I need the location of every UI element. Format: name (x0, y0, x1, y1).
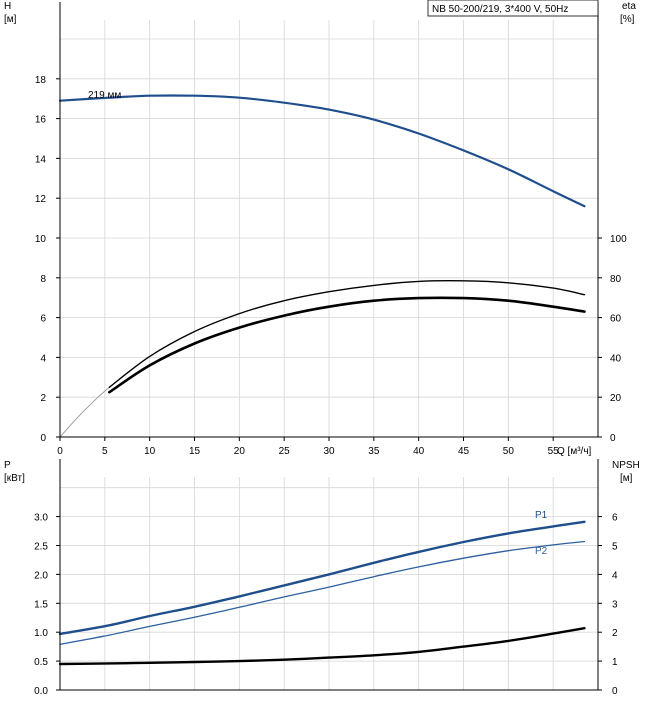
right-tick-label-top: 20 (610, 393, 622, 404)
left-axis-title-top: H (4, 1, 11, 12)
x-tick-label: 35 (368, 446, 380, 457)
left-tick-label-bottom: 1.5 (34, 599, 48, 610)
right-axis-title-top: eta (622, 1, 636, 12)
x-tick-label: 50 (503, 446, 515, 457)
right-tick-label-top: 40 (610, 353, 622, 364)
x-tick-label: 55 (548, 446, 560, 457)
right-tick-label-bottom: 3 (612, 599, 618, 610)
right-tick-label-top: 80 (610, 274, 622, 285)
x-tick-label: 10 (144, 446, 156, 457)
x-tick-label: 30 (323, 446, 335, 457)
series-npsh-curve (58, 627, 586, 666)
series-eta-extension (59, 386, 110, 438)
left-axis-unit-top: [м] (4, 14, 17, 25)
left-tick-label-bottom: 2.0 (34, 570, 48, 581)
right-tick-label-bottom: 5 (612, 542, 618, 553)
left-axis-title-bottom: P (4, 460, 11, 471)
left-tick-label-top: 2 (40, 393, 46, 404)
right-tick-label-top: 0 (610, 433, 616, 444)
left-tick-label-top: 8 (40, 274, 46, 285)
left-tick-label-top: 16 (35, 115, 47, 126)
grid-layer (59, 20, 599, 691)
left-tick-label-top: 18 (35, 75, 47, 86)
x-tick-label: 0 (57, 446, 63, 457)
series-label-p2: P2 (535, 546, 548, 557)
right-tick-label-bottom: 6 (612, 513, 618, 524)
series-layer (58, 94, 586, 666)
left-tick-label-bottom: 2.5 (34, 542, 48, 553)
x-tick-label: 45 (458, 446, 470, 457)
left-tick-label-top: 10 (35, 234, 47, 245)
series-h-curve (58, 94, 586, 208)
right-tick-label-top: 60 (610, 314, 622, 325)
x-axis-label: Q [м³/ч] (557, 446, 592, 457)
left-tick-label-bottom: 0.0 (34, 686, 48, 697)
right-axis-unit-top: [%] (620, 14, 635, 25)
curve-label-219mm: 219 мм (88, 90, 121, 101)
left-tick-label-top: 0 (40, 433, 46, 444)
series-label-p1: P1 (535, 510, 548, 521)
series-p1-curve (58, 520, 586, 636)
series-eta-curve (108, 279, 586, 388)
right-tick-label-bottom: 2 (612, 628, 618, 639)
left-tick-label-bottom: 1.0 (34, 628, 48, 639)
left-tick-label-bottom: 0.5 (34, 657, 48, 668)
x-tick-label: 40 (413, 446, 425, 457)
right-tick-label-bottom: 4 (612, 570, 618, 581)
x-tick-label: 25 (279, 446, 291, 457)
x-tick-label: 20 (234, 446, 246, 457)
x-tick-label: 15 (189, 446, 201, 457)
left-tick-label-top: 6 (40, 314, 46, 325)
right-tick-label-bottom: 0 (612, 686, 618, 697)
left-tick-label-top: 12 (35, 194, 47, 205)
left-tick-label-top: 4 (40, 353, 46, 364)
right-tick-label-top: 100 (610, 234, 627, 245)
title-box (427, 0, 599, 17)
right-axis-unit-bottom: [м] (620, 473, 633, 484)
chart-title: NB 50-200/219, 3*400 V, 50Hz (432, 4, 568, 15)
left-tick-label-top: 14 (35, 154, 47, 165)
x-tick-label: 5 (102, 446, 108, 457)
right-axis-title-bottom: NPSH (612, 460, 640, 471)
left-tick-label-bottom: 3.0 (34, 513, 48, 524)
left-axis-unit-bottom: [кВт] (4, 473, 25, 484)
right-tick-label-bottom: 1 (612, 657, 618, 668)
series-p2-curve (59, 540, 586, 645)
series-eta-bold-curve (108, 296, 586, 394)
